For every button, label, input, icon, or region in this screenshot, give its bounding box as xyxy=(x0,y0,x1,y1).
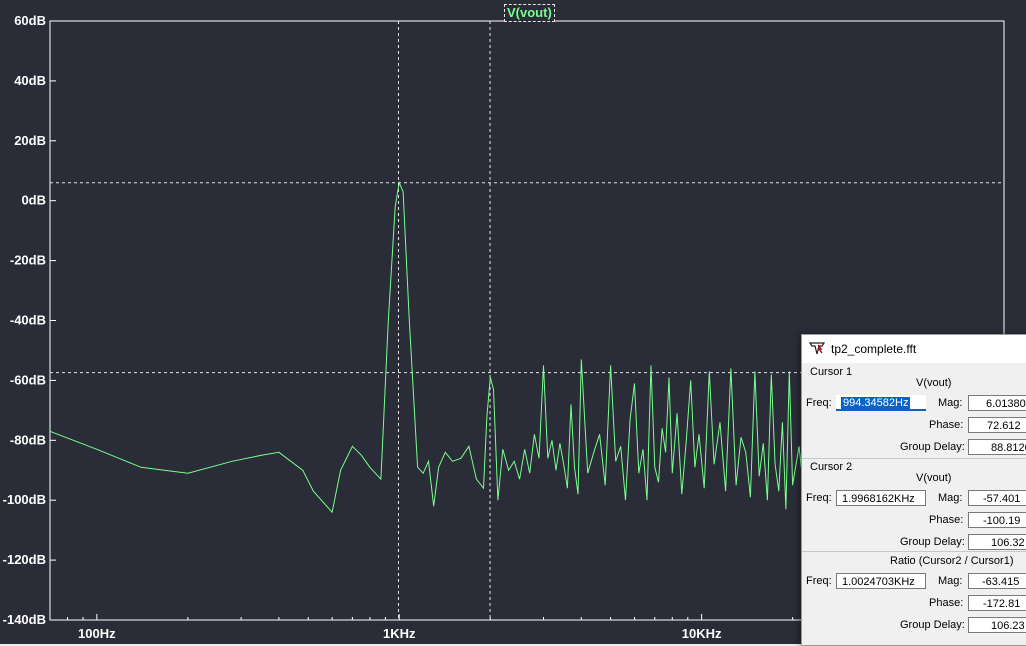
ratio-freq-label: Freq: xyxy=(806,575,832,587)
cursor2-section: Cursor 2 V(vout) Freq: 1.9968162KHz Mag:… xyxy=(802,458,1026,550)
cursor1-phase-label: Phase: xyxy=(929,419,963,431)
y-tick-label: 20dB xyxy=(14,133,46,148)
cursor2-gd-label: Group Delay: xyxy=(900,536,965,548)
cursor2-mag-field[interactable]: -57.401 xyxy=(968,490,1026,506)
cursor1-freq-field[interactable]: 994.34582Hz xyxy=(836,395,926,411)
y-tick-label: -140dB xyxy=(3,612,46,627)
ratio-freq-field[interactable]: 1.0024703KHz xyxy=(836,573,926,589)
cursor1-freq-value[interactable]: 994.34582Hz xyxy=(841,397,910,409)
cursor2-freq-label: Freq: xyxy=(806,492,832,504)
y-tick-label: 40dB xyxy=(14,73,46,88)
y-tick-label: 60dB xyxy=(14,13,46,28)
dialog-title: tp2_complete.fft xyxy=(831,342,916,356)
ratio-header: Ratio (Cursor2 / Cursor1) xyxy=(890,555,1013,567)
cursor2-mag-label: Mag: xyxy=(938,492,962,504)
cursor2-trace: V(vout) xyxy=(916,472,951,484)
cursor1-mag-field[interactable]: 6.01380 xyxy=(968,395,1026,411)
y-tick-label: -80dB xyxy=(10,432,46,447)
trace-label[interactable]: V(vout) xyxy=(504,4,555,22)
cursor2-header: Cursor 2 xyxy=(810,461,852,473)
y-tick-label: -60dB xyxy=(10,372,46,387)
cursor1-mag-label: Mag: xyxy=(938,397,962,409)
ltspice-app-icon xyxy=(809,341,825,355)
y-tick-label: -40dB xyxy=(10,313,46,328)
cursor2-gd-field[interactable]: 106.32 xyxy=(968,534,1026,550)
cursor1-freq-label: Freq: xyxy=(806,397,832,409)
cursor1-header: Cursor 1 xyxy=(810,366,852,378)
y-tick-label: -100dB xyxy=(3,492,46,507)
cursor1-section: Cursor 1 V(vout) Freq: 994.34582Hz Mag: … xyxy=(802,363,1026,458)
y-tick-label: -120dB xyxy=(3,552,46,567)
ratio-gd-field[interactable]: 106.23 xyxy=(968,617,1026,633)
ratio-mag-field[interactable]: -63.415 xyxy=(968,573,1026,589)
cursor1-gd-field[interactable]: 88.8120 xyxy=(968,439,1026,455)
cursor1-trace: V(vout) xyxy=(916,377,951,389)
ratio-phase-field[interactable]: -172.81 xyxy=(968,595,1026,611)
ratio-mag-label: Mag: xyxy=(938,575,962,587)
x-tick-label: 100Hz xyxy=(78,626,116,641)
y-tick-label: 0dB xyxy=(21,193,46,208)
cursor1-phase-field[interactable]: 72.612 xyxy=(968,417,1026,433)
ratio-section: Ratio (Cursor2 / Cursor1) Freq: 1.002470… xyxy=(802,551,1026,645)
cursor2-phase-field[interactable]: -100.19 xyxy=(968,512,1026,528)
cursor1-gd-label: Group Delay: xyxy=(900,441,965,453)
cursor-dialog[interactable]: tp2_complete.fft Cursor 1 V(vout) Freq: … xyxy=(801,334,1026,646)
x-tick-label: 10KHz xyxy=(682,626,722,641)
ratio-gd-label: Group Delay: xyxy=(900,619,965,631)
cursor2-phase-label: Phase: xyxy=(929,514,963,526)
cursor2-freq-field[interactable]: 1.9968162KHz xyxy=(836,490,926,506)
ratio-phase-label: Phase: xyxy=(929,597,963,609)
x-tick-label: 1KHz xyxy=(383,626,416,641)
dialog-titlebar[interactable]: tp2_complete.fft xyxy=(802,335,1026,363)
y-tick-label: -20dB xyxy=(10,253,46,268)
